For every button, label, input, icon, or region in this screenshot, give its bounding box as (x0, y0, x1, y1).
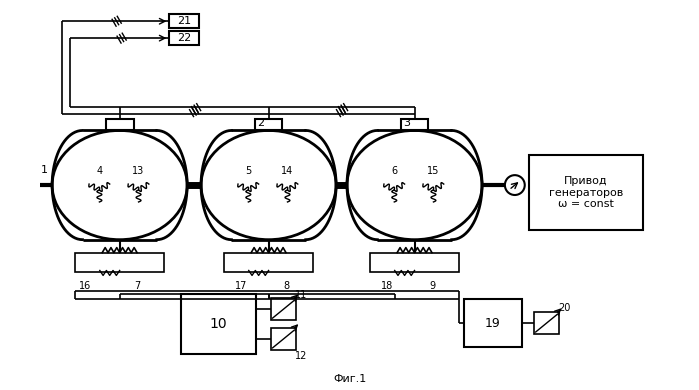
Text: 6: 6 (391, 166, 397, 176)
Bar (533, 312, 559, 334)
Text: 21: 21 (177, 16, 192, 26)
Text: Фиг.1: Фиг.1 (333, 374, 366, 384)
Text: 12: 12 (295, 351, 308, 361)
Text: 22: 22 (177, 33, 192, 43)
Text: 2: 2 (257, 117, 264, 128)
Text: 3: 3 (403, 117, 410, 128)
Text: 11: 11 (295, 290, 308, 300)
Text: 9: 9 (429, 281, 435, 291)
Text: 8: 8 (283, 281, 289, 291)
Bar (106, 119, 134, 131)
Text: 20: 20 (559, 303, 570, 313)
Text: 10: 10 (210, 317, 227, 331)
Ellipse shape (201, 131, 336, 240)
Bar (464, 299, 521, 347)
Bar (169, 14, 199, 28)
Text: 15: 15 (427, 166, 440, 176)
Text: 1: 1 (41, 165, 48, 175)
Text: 7: 7 (134, 281, 140, 291)
Text: 17: 17 (235, 281, 247, 291)
Bar (181, 294, 256, 354)
Bar (254, 119, 282, 131)
Circle shape (505, 175, 525, 195)
Bar (401, 119, 428, 131)
Bar (224, 253, 313, 273)
Bar (271, 298, 296, 320)
Text: 13: 13 (132, 166, 145, 176)
Bar (528, 155, 643, 230)
Bar (169, 31, 199, 45)
Text: Привод
генераторов
ω = const: Привод генераторов ω = const (549, 176, 623, 209)
Text: 19: 19 (485, 317, 501, 330)
Text: 5: 5 (245, 166, 252, 176)
Text: 14: 14 (282, 166, 294, 176)
Bar (75, 253, 164, 273)
Text: 16: 16 (79, 281, 91, 291)
Bar (377, 131, 452, 240)
Bar (271, 328, 296, 350)
Bar (82, 131, 157, 240)
Bar (370, 253, 459, 273)
Ellipse shape (52, 131, 187, 240)
Bar (231, 131, 305, 240)
Text: 4: 4 (96, 166, 103, 176)
Ellipse shape (347, 131, 482, 240)
Text: 18: 18 (381, 281, 393, 291)
